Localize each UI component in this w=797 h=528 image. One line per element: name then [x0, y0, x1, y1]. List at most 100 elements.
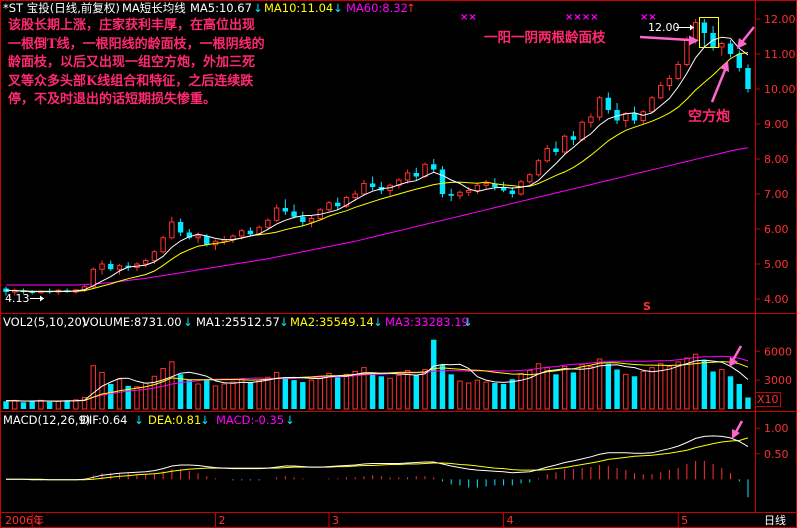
volume-bar-down — [186, 380, 193, 409]
volume-bar-up — [692, 353, 699, 410]
volume-bar-down — [300, 382, 306, 409]
volume-bar-down — [736, 383, 742, 409]
volume-bar-up — [474, 379, 481, 410]
candle-body-up — [483, 183, 489, 186]
volume-bar-up — [151, 375, 158, 410]
ma-title: MA短长均线 — [122, 1, 186, 15]
date-tick-label: 1 — [35, 514, 42, 527]
vol-header: VOL2(5,10,20) VOLUME:8731.00 ↓ MA1:25512… — [3, 315, 473, 329]
ma60-readout: MA60:8.32 — [346, 1, 408, 15]
dea-arrow: ↓ — [200, 413, 210, 427]
candle-body-up — [719, 43, 725, 48]
vol-ma2-arrow: ↓ — [373, 315, 383, 329]
ma-layer — [5, 36, 749, 293]
price-tick-label: 9.00 — [764, 118, 789, 131]
volume-bar-up — [684, 357, 690, 410]
candle-body-up — [561, 135, 568, 153]
price-tick-label: 4.00 — [764, 293, 789, 306]
vol-tick-label: 6000 — [764, 345, 792, 358]
vol-ma3-arrow: ↓ — [463, 315, 473, 329]
candle-body-up — [273, 207, 280, 221]
volume-bar-down — [605, 363, 612, 409]
candle-body-up — [308, 218, 315, 223]
volume-bar-up — [238, 378, 245, 410]
kongfangpao-label: 空方炮 — [688, 109, 730, 125]
candle-body-up — [404, 172, 411, 181]
volume-bar-up — [483, 381, 489, 410]
volume-bar-up — [596, 358, 603, 410]
arrow-macd — [734, 420, 744, 433]
volume-bar-up — [221, 383, 227, 410]
volume-bar-down — [413, 375, 419, 409]
volume-bar-up — [527, 370, 533, 410]
volume-bar-up — [256, 379, 262, 410]
dif-readout: DIF:0.64 — [80, 413, 127, 427]
volume-bar-up — [99, 371, 105, 410]
volume-bar-up — [404, 370, 411, 410]
ma10-readout: MA10:11.04 — [264, 1, 333, 15]
macd-arrow: ↓ — [285, 413, 295, 427]
macd-tick-label: 1.00 — [764, 422, 789, 435]
volume-bar-up — [588, 366, 594, 410]
cross-marker: ×× — [460, 12, 477, 23]
candle-body-up — [343, 197, 350, 207]
candle-body-up — [169, 221, 175, 239]
candle-body-up — [99, 263, 105, 270]
candle-body-down — [500, 187, 507, 191]
volume-bar-down — [614, 369, 620, 409]
candle-body-down — [29, 292, 35, 293]
vol-unit-label: X10 — [757, 393, 779, 406]
arrow-top-left — [639, 35, 691, 42]
cross-marker: ×××× — [565, 12, 599, 23]
candle-body-up — [657, 85, 664, 99]
candle-body-down — [509, 190, 516, 194]
price-tick-label: 11.00 — [764, 48, 796, 61]
candle-body-down — [3, 288, 9, 292]
volume-bar-down — [710, 371, 716, 409]
candle-body-down — [631, 113, 638, 121]
macd-tick-label: 0.50 — [764, 448, 789, 461]
stock-name: *ST 宝投(日线,前复权) — [3, 1, 120, 15]
candle-body-up — [684, 39, 690, 65]
volume-bar-up — [265, 376, 271, 410]
candle-body-down — [448, 194, 454, 196]
volume-bar-down — [631, 376, 638, 409]
ma5-line — [5, 36, 749, 293]
arrow-kongfangpao-head — [720, 61, 729, 72]
volume-bar-up — [640, 370, 646, 410]
volume-bar-down — [500, 383, 507, 409]
date-tick-label: 2006年 — [5, 513, 44, 527]
candle-body-down — [727, 43, 734, 54]
ma60-layer — [6, 147, 749, 286]
volume-bar-up — [579, 364, 585, 410]
vol-ma2-readout: MA2:35549.14 — [290, 315, 374, 329]
candle-body-down — [553, 148, 559, 152]
high-price-label: 12.00 — [648, 21, 680, 34]
dea-line — [6, 437, 749, 481]
date-tick-label: 2 — [219, 514, 226, 527]
volume-bar-down — [204, 380, 210, 409]
candle-body-down — [439, 169, 446, 194]
volume-bar-up — [465, 382, 472, 410]
analysis-annotation: 该股长期上涨，庄家获利丰厚，在高位出现 一根倒T线，一根阳线的龄面枝，一根阴线的… — [8, 18, 265, 107]
candle-body-up — [675, 64, 681, 79]
candle-body-up — [649, 97, 655, 113]
volume-bar-up — [649, 367, 655, 410]
candle-body-down — [300, 216, 306, 222]
volume-bar-up — [343, 373, 350, 410]
candle-body-up — [422, 163, 428, 177]
vol-unit-box — [755, 392, 781, 407]
candle-body-down — [282, 208, 289, 212]
candle-body-down — [186, 232, 193, 238]
volume-bar-down — [29, 400, 35, 409]
volume-bar-up — [134, 386, 140, 410]
vol-tick-label: 3000 — [764, 374, 792, 387]
volume-bar-up — [12, 399, 18, 410]
volume-bar-up — [326, 372, 332, 410]
candle-body-down — [335, 202, 341, 207]
arrow-kongfangpao — [710, 69, 727, 103]
candle-body-up — [160, 237, 166, 253]
volume-bar-up — [81, 396, 88, 410]
price-tick-label: 12.00 — [764, 13, 796, 26]
